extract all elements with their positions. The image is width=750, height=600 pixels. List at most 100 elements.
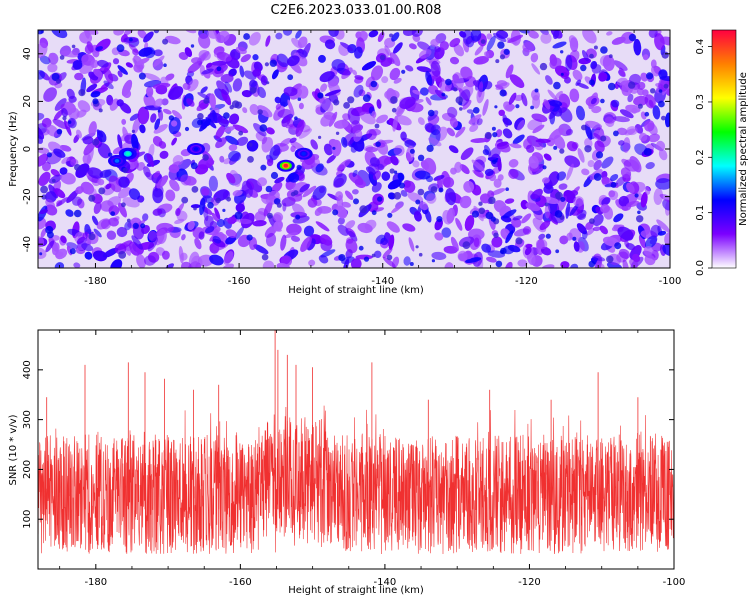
- heatmap-cell: [371, 110, 377, 118]
- heatmap-cell: [242, 107, 248, 114]
- heatmap-cell: [318, 135, 322, 139]
- heatmap-cell: [232, 124, 249, 134]
- heatmap-cell: [184, 126, 190, 132]
- heatmap-cell: [622, 259, 630, 268]
- heatmap-cell: [530, 52, 539, 63]
- heatmap-cell: [394, 114, 412, 126]
- heatmap-cell: [232, 78, 243, 92]
- colorbar-tick-label: 0.1: [695, 205, 706, 221]
- heatmap-cell: [572, 186, 580, 195]
- heatmap-cell: [617, 226, 634, 241]
- heatmap-cell: [136, 254, 146, 268]
- heatmap-cell: [534, 88, 539, 93]
- heatmap-cell: [495, 129, 503, 138]
- heatmap-cell: [133, 62, 144, 73]
- heatmap-cell: [412, 160, 420, 168]
- heatmap-peak: [125, 152, 130, 156]
- heatmap-cell: [387, 192, 396, 200]
- heatmap-cell: [619, 67, 626, 77]
- heatmap-cell: [591, 106, 602, 114]
- colorbar-tick-label: 0.3: [695, 94, 706, 110]
- heatmap-cell: [257, 86, 266, 99]
- heatmap-cell: [208, 175, 219, 192]
- heatmap-cell: [386, 254, 393, 261]
- heatmap-cell: [43, 87, 57, 102]
- heatmap-cell: [462, 99, 472, 110]
- heatmap-cell: [339, 41, 354, 51]
- heatmap-cell: [331, 59, 346, 71]
- heatmap-cell: [294, 116, 298, 120]
- heatmap-cell: [331, 139, 342, 157]
- heatmap-cell: [485, 211, 494, 220]
- heatmap-cell: [93, 228, 102, 238]
- heatmap-cell: [97, 59, 109, 68]
- heatmap-cell: [393, 77, 402, 84]
- heatmap-cell: [417, 154, 425, 161]
- heatmap-cell: [600, 46, 608, 54]
- heatmap-cell: [502, 209, 517, 219]
- heatmap-cell: [87, 187, 97, 198]
- heatmap-cell: [518, 30, 530, 34]
- heatmap-cell: [371, 253, 376, 258]
- heatmap-cell: [318, 254, 329, 264]
- heatmap-cell: [110, 211, 116, 217]
- heatmap-cell: [581, 49, 589, 62]
- heatmap-cell: [354, 46, 363, 59]
- heatmap-cell: [122, 167, 128, 174]
- heatmap-cell: [658, 69, 668, 79]
- heatmap-cell: [559, 107, 573, 123]
- heatmap-cell: [215, 30, 230, 43]
- heatmap-cell: [445, 78, 452, 86]
- heatmap-cell: [91, 215, 99, 226]
- heatmap-cell: [482, 149, 490, 156]
- heatmap-cell: [225, 236, 237, 245]
- heatmap-cell: [347, 96, 355, 104]
- heatmap-cell: [59, 55, 65, 60]
- heatmap-cell: [129, 37, 133, 42]
- heatmap-cell: [543, 153, 552, 161]
- heatmap-cell: [370, 80, 378, 88]
- heatmap-cell: [86, 83, 98, 93]
- heatmap-cell: [648, 30, 658, 38]
- heatmap-cell: [637, 103, 643, 109]
- heatmap-cell: [226, 196, 232, 202]
- heatmap-cell: [391, 32, 400, 42]
- heatmap-cell: [613, 130, 619, 137]
- heatmap-cell: [594, 140, 605, 153]
- heatmap-cell: [466, 109, 474, 114]
- heatmap-cell: [478, 81, 484, 98]
- heatmap-cell: [618, 195, 630, 207]
- heatmap-peak: [114, 159, 120, 163]
- heatmap-cell: [257, 177, 268, 187]
- heatmap-cell: [168, 86, 184, 100]
- heatmap-cell: [333, 119, 349, 129]
- heatmap-cell: [310, 139, 318, 150]
- heatmap-cell: [613, 213, 624, 223]
- heatmap-cell: [413, 211, 422, 222]
- heatmap-cell: [643, 246, 654, 256]
- heatmap-cell: [265, 232, 277, 247]
- heatmap-cell: [637, 81, 646, 90]
- heatmap-cell: [179, 252, 188, 261]
- heatmap-cell: [266, 158, 274, 167]
- x-tick-label: -140: [374, 577, 397, 588]
- heatmap-cell: [319, 71, 335, 83]
- heatmap-cell: [520, 199, 529, 210]
- heatmap-cell: [455, 96, 463, 104]
- heatmap-cell: [121, 118, 127, 125]
- heatmap-cell: [589, 53, 594, 59]
- heatmap-cell: [658, 149, 668, 161]
- heatmap-cell: [38, 30, 44, 35]
- heatmap-cell: [447, 106, 458, 118]
- heatmap-cell: [359, 205, 368, 214]
- heatmap-cell: [371, 210, 377, 216]
- heatmap-cell: [341, 201, 351, 208]
- heatmap-cell: [72, 59, 83, 70]
- heatmap-cell: [98, 187, 106, 195]
- heatmap-cell: [131, 133, 139, 152]
- heatmap-cell: [116, 226, 128, 238]
- heatmap-cell: [219, 155, 225, 163]
- heatmap-cell: [55, 78, 62, 84]
- heatmap-cell: [261, 253, 269, 261]
- heatmap-cell: [282, 30, 293, 36]
